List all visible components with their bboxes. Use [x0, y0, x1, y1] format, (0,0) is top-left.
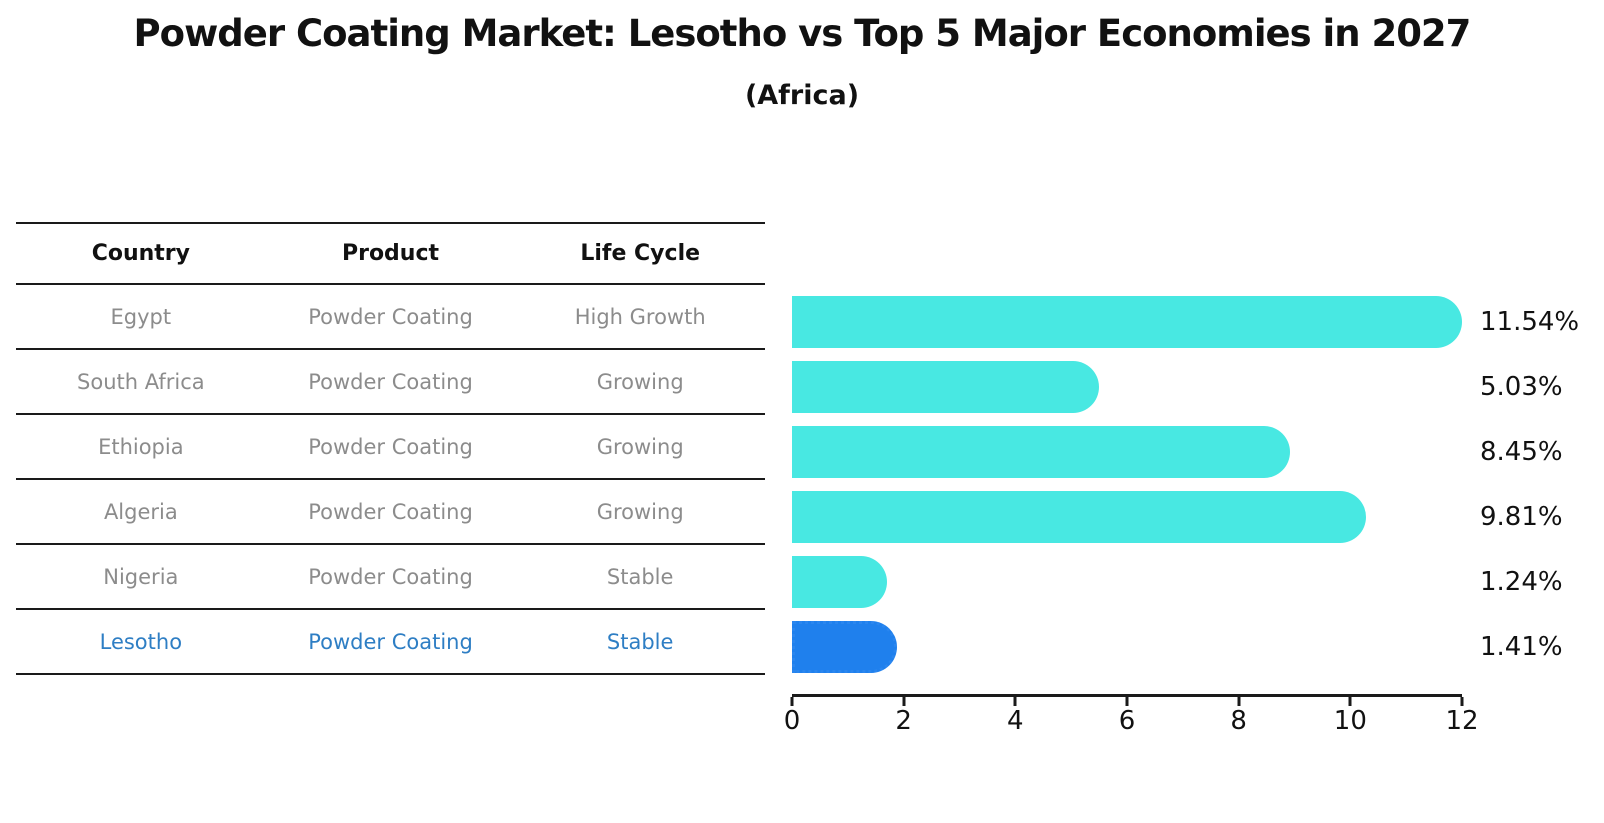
- table-row: Algeria Powder Coating Growing: [16, 480, 765, 545]
- table-row: Nigeria Powder Coating Stable: [16, 545, 765, 610]
- cell-product: Powder Coating: [308, 499, 473, 524]
- bar: [792, 426, 1290, 478]
- table-row: Lesotho Powder Coating Stable: [16, 610, 765, 675]
- bar-row: 9.81%: [792, 491, 1563, 543]
- bar-row: 1.24%: [792, 556, 1563, 608]
- chart-subtitle: (Africa): [744, 80, 860, 111]
- table-row: Ethiopia Powder Coating Growing: [16, 415, 765, 480]
- cell-product: Powder Coating: [308, 369, 473, 394]
- bar-row: 5.03%: [792, 361, 1563, 413]
- x-tick-mark: [902, 697, 906, 706]
- cell-lifecycle: Stable: [606, 629, 674, 654]
- cell-product: Powder Coating: [308, 629, 473, 654]
- table-row: South Africa Powder Coating Growing: [16, 350, 765, 415]
- bar-row: 8.45%: [792, 426, 1563, 478]
- cell-lifecycle: High Growth: [574, 304, 706, 329]
- x-tick-label: 12: [1445, 706, 1479, 736]
- cell-country: Nigeria: [103, 564, 179, 589]
- cell-product: Powder Coating: [308, 564, 473, 589]
- cell-product: Powder Coating: [308, 434, 473, 459]
- x-axis-line: [792, 694, 1462, 697]
- table-body: Egypt Powder Coating High Growth South A…: [16, 285, 765, 675]
- cell-lifecycle: Growing: [596, 369, 684, 394]
- cell-country: Ethiopia: [98, 434, 184, 459]
- bar: [792, 296, 1463, 348]
- bar-value-label: 11.54%: [1480, 307, 1580, 337]
- x-tick-mark: [1013, 697, 1017, 706]
- x-tick-label: 4: [1007, 706, 1024, 736]
- x-tick-label: 2: [895, 706, 912, 736]
- x-tick-label: 8: [1230, 706, 1247, 736]
- table-header-product: Product: [341, 241, 440, 266]
- x-tick-mark: [1348, 697, 1352, 706]
- cell-product: Powder Coating: [308, 304, 473, 329]
- bar: [792, 361, 1099, 413]
- x-tick-label: 6: [1118, 706, 1136, 736]
- bar: [792, 491, 1366, 543]
- bar-value-label: 9.81%: [1480, 502, 1563, 532]
- bar-row: 1.41%: [792, 621, 1563, 673]
- cell-country: Egypt: [110, 304, 172, 329]
- country-table: Country Product Life Cycle Egypt Powder …: [16, 222, 765, 675]
- bar-value-label: 1.41%: [1480, 632, 1563, 662]
- x-tick-label: 10: [1333, 706, 1367, 736]
- cell-lifecycle: Growing: [596, 434, 684, 459]
- x-tick-mark: [1237, 697, 1241, 706]
- bar-row: 11.54%: [792, 296, 1579, 348]
- table-header-lifecycle: Life Cycle: [580, 241, 701, 266]
- table-header-country: Country: [91, 241, 190, 266]
- chart-title: Powder Coating Market: Lesotho vs Top 5 …: [133, 12, 1472, 55]
- bar-value-label: 5.03%: [1480, 372, 1563, 402]
- cell-country: Lesotho: [99, 629, 183, 654]
- cell-lifecycle: Growing: [596, 499, 684, 524]
- x-tick-mark: [790, 697, 794, 706]
- x-tick-mark: [1125, 697, 1129, 706]
- x-tick-mark: [1460, 697, 1464, 706]
- bar-chart: 11.54% 5.03% 8.45% 9.81% 1.24% 1.41% 0 2 4…: [784, 0, 1579, 823]
- bar-value-label: 1.24%: [1480, 567, 1563, 597]
- cell-lifecycle: Stable: [606, 564, 674, 589]
- cell-country: South Africa: [77, 369, 205, 394]
- x-tick-label: 0: [783, 706, 801, 736]
- table-header-row: Country Product Life Cycle: [16, 222, 765, 285]
- bar: [792, 621, 897, 673]
- bar-value-label: 8.45%: [1480, 437, 1563, 467]
- table-row: Egypt Powder Coating High Growth: [16, 285, 765, 350]
- cell-country: Algeria: [103, 499, 178, 524]
- bar: [792, 556, 888, 608]
